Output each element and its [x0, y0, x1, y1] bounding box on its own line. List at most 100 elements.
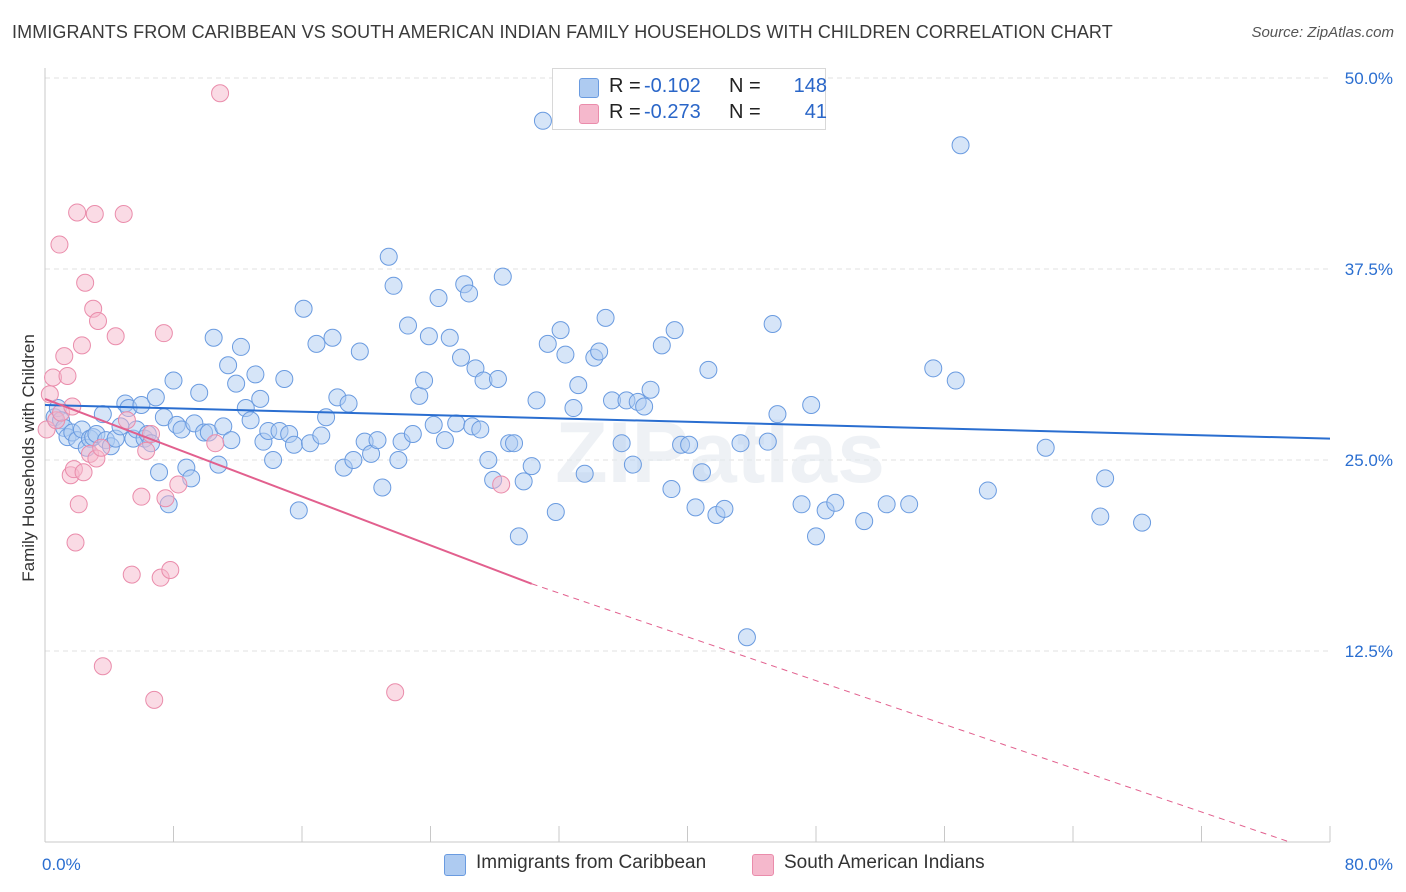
data-point — [389, 451, 408, 469]
data-point — [89, 311, 108, 330]
x-tick-label-min: 0.0% — [42, 855, 81, 874]
watermark: ZIPatlas — [555, 405, 885, 501]
data-point — [146, 388, 165, 407]
data-point — [758, 432, 777, 451]
data-point — [1036, 438, 1055, 457]
legend-r-value: -0.102 — [644, 75, 701, 97]
data-point — [156, 489, 175, 508]
data-point — [403, 425, 422, 444]
data-point — [350, 342, 369, 361]
data-point — [1091, 507, 1110, 526]
data-point — [527, 391, 546, 410]
data-point — [680, 435, 699, 454]
data-point — [440, 328, 459, 347]
data-point — [419, 327, 438, 346]
data-point — [1096, 469, 1115, 488]
data-point — [251, 389, 270, 408]
data-point — [802, 395, 821, 414]
data-point — [76, 273, 95, 292]
data-point — [368, 431, 387, 450]
data-point — [58, 366, 77, 385]
data-point — [204, 328, 223, 347]
data-point — [137, 441, 156, 460]
data-point — [307, 334, 326, 353]
data-point — [106, 327, 125, 346]
legend-swatch-blue — [579, 78, 599, 98]
data-point — [92, 438, 111, 457]
data-point — [877, 495, 896, 514]
data-point — [227, 374, 246, 393]
data-point — [505, 434, 524, 453]
legend-n-label: N = — [729, 75, 761, 97]
data-point — [665, 321, 684, 340]
y-tick-label: 50.0% — [1345, 69, 1393, 88]
data-point — [211, 84, 230, 103]
data-point — [546, 502, 565, 521]
data-point — [951, 136, 970, 155]
data-point — [471, 420, 490, 439]
data-point — [492, 475, 511, 494]
data-point — [74, 463, 93, 482]
data-point — [50, 235, 69, 254]
data-point — [715, 499, 734, 518]
data-point — [737, 628, 756, 647]
data-point — [768, 405, 787, 424]
gridlines — [45, 77, 1330, 652]
data-point — [596, 308, 615, 327]
data-point — [66, 533, 85, 552]
data-point — [551, 321, 570, 340]
data-point — [72, 336, 91, 355]
data-point — [206, 434, 225, 453]
legend-r-value: -0.273 — [644, 101, 701, 123]
data-point — [294, 299, 313, 318]
y-tick-label: 12.5% — [1345, 642, 1393, 661]
data-point — [161, 561, 180, 580]
data-point — [169, 475, 188, 494]
data-point — [69, 495, 88, 514]
data-point — [415, 371, 434, 390]
data-point — [479, 451, 498, 469]
data-point — [556, 345, 575, 364]
data-point — [435, 431, 454, 450]
trend-lines — [44, 397, 1331, 843]
x-tick-label-max: 80.0% — [1345, 855, 1393, 874]
data-point — [145, 690, 164, 709]
data-point — [623, 455, 642, 474]
data-point — [379, 247, 398, 266]
data-point — [246, 365, 265, 384]
data-point — [946, 371, 965, 390]
data-point — [289, 501, 308, 520]
legend-label: Immigrants from Caribbean — [476, 852, 707, 873]
trend-line-extension — [531, 583, 1290, 843]
data-point — [85, 204, 104, 223]
data-point — [323, 328, 342, 347]
data-point — [662, 480, 681, 499]
data-point — [275, 370, 294, 389]
series-south-american-indians — [37, 84, 511, 709]
data-point — [132, 395, 151, 414]
data-point — [447, 414, 466, 433]
y-tick-label: 25.0% — [1345, 451, 1393, 470]
legend-r-label: R = — [609, 75, 641, 97]
data-point — [339, 394, 358, 413]
data-point — [652, 336, 671, 355]
data-point — [219, 356, 238, 375]
data-point — [429, 289, 448, 308]
data-point — [1133, 513, 1152, 532]
source-label: Source: ZipAtlas.com — [1251, 24, 1394, 41]
data-point — [493, 267, 512, 286]
data-point — [792, 495, 811, 514]
data-point — [569, 376, 588, 395]
data-point — [590, 342, 609, 361]
data-point — [564, 399, 583, 418]
legend-r-label: R = — [609, 101, 641, 123]
legend-swatch-pink — [579, 104, 599, 124]
legend-label: South American Indians — [784, 852, 985, 873]
trend-line-south-american-indians — [44, 397, 533, 585]
data-point — [635, 397, 654, 416]
data-point — [117, 411, 136, 430]
data-point — [55, 347, 74, 366]
axes — [44, 68, 1331, 843]
chart-title: IMMIGRANTS FROM CARIBBEAN VS SOUTH AMERI… — [12, 22, 1113, 42]
